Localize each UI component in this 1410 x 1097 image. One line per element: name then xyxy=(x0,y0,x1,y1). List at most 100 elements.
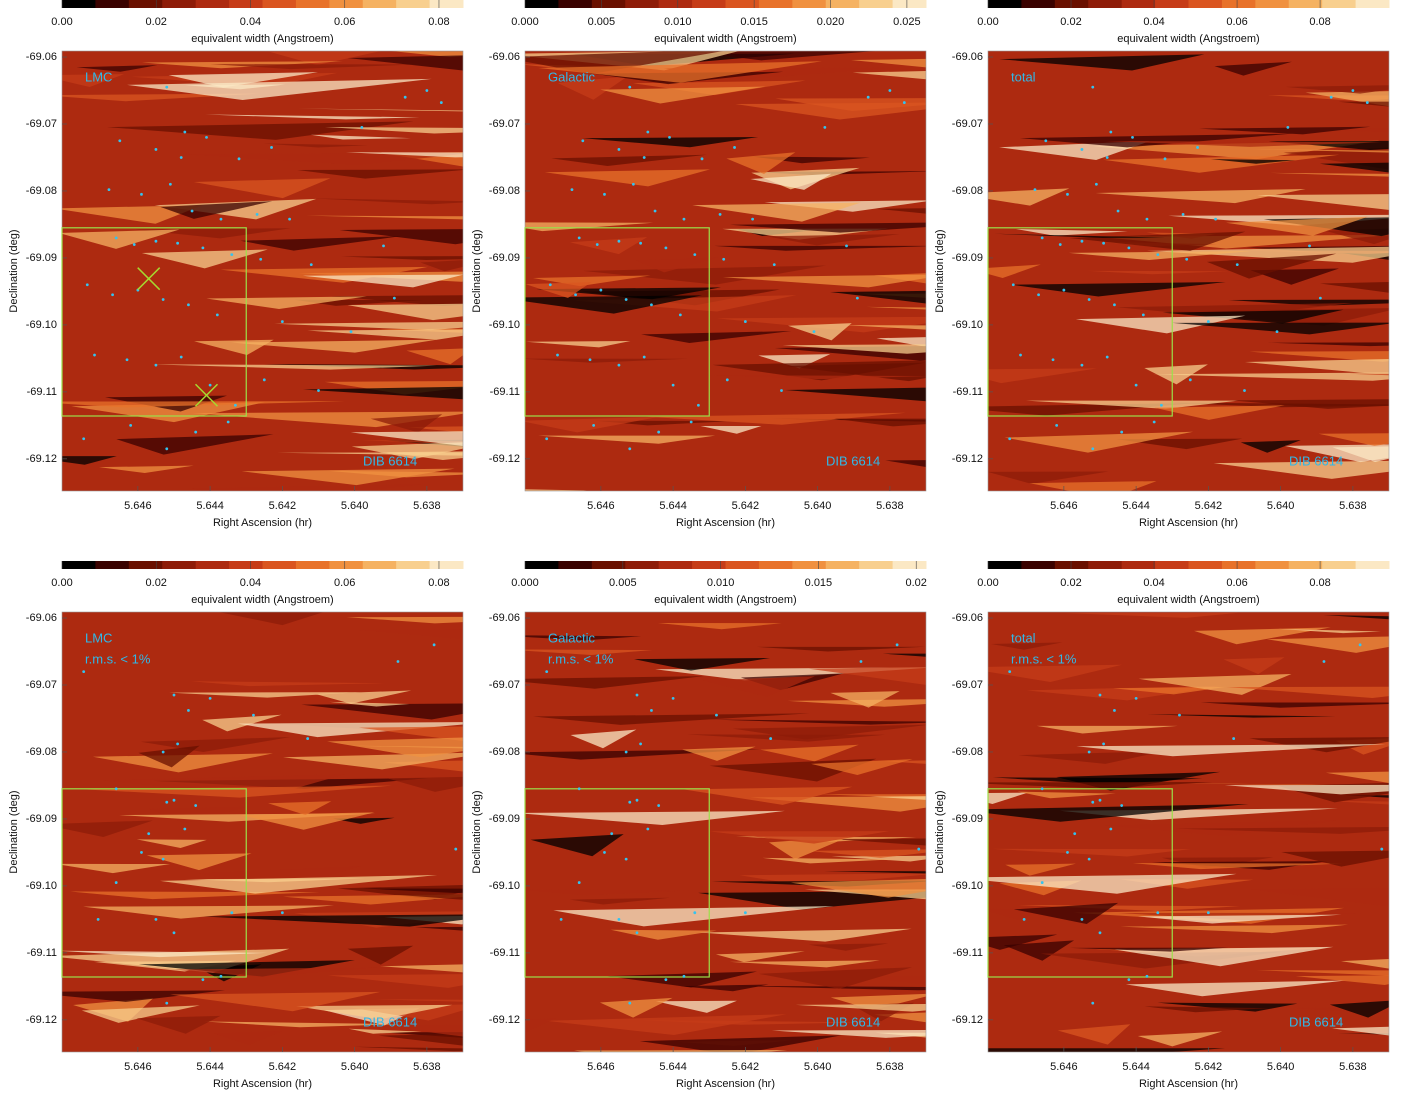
star-point xyxy=(556,353,559,357)
map-streak xyxy=(600,86,766,104)
map-streak xyxy=(420,260,463,272)
star-point xyxy=(657,804,661,807)
map-streak xyxy=(1132,863,1344,870)
map-streak xyxy=(1025,400,1239,409)
star-point xyxy=(147,832,151,836)
map-streak xyxy=(702,676,815,697)
map-streak xyxy=(691,51,876,61)
map-streak xyxy=(92,753,273,773)
colorbar-tick-label: 0.010 xyxy=(707,577,735,589)
colorbar-segment xyxy=(1088,0,1123,8)
y-tick-label: -69.11 xyxy=(490,386,520,398)
x-tick-label: 5.640 xyxy=(1267,1061,1295,1073)
star-point xyxy=(176,241,180,245)
map-streak xyxy=(599,997,673,1018)
star-point xyxy=(642,156,646,159)
x-tick-label: 5.646 xyxy=(1050,500,1078,512)
y-tick-label: -69.12 xyxy=(952,453,983,465)
map xyxy=(988,612,1389,1052)
map-streak xyxy=(354,1046,463,1052)
map-streak xyxy=(138,745,200,768)
map-streak xyxy=(301,703,463,720)
map-streak xyxy=(324,126,463,134)
star-point xyxy=(1232,737,1236,740)
star-point xyxy=(129,423,133,427)
star-point xyxy=(1087,857,1091,861)
star-point xyxy=(118,139,122,143)
map-streak xyxy=(62,950,268,958)
star-point xyxy=(172,693,176,697)
map-streak xyxy=(1341,959,1389,969)
map-streak xyxy=(1232,399,1389,409)
star-point xyxy=(132,243,136,246)
y-tick-label: -69.07 xyxy=(26,118,57,130)
colorbar-segment xyxy=(859,0,894,8)
map-streak xyxy=(715,951,805,962)
y-axis-label: Declination (deg) xyxy=(934,229,946,312)
star-point xyxy=(631,182,635,186)
map-streak xyxy=(808,849,926,858)
map-streak xyxy=(699,928,912,942)
map-streak xyxy=(214,1030,284,1045)
map-streak xyxy=(882,653,926,657)
colorbar-segment xyxy=(825,0,860,8)
map-streak xyxy=(758,967,913,989)
map-streak xyxy=(1015,228,1128,236)
star-point xyxy=(574,293,577,297)
star-point xyxy=(111,293,114,297)
y-axis-label: Declination (deg) xyxy=(8,790,20,873)
corner-label: DIB 6614 xyxy=(363,453,417,468)
map-streak xyxy=(570,729,637,749)
colorbar-segment xyxy=(591,561,626,569)
map-streak xyxy=(1320,282,1389,293)
map-streak xyxy=(203,914,463,927)
y-tick-label: -69.06 xyxy=(26,612,57,624)
map-streak xyxy=(525,810,785,826)
y-tick-label: -69.07 xyxy=(952,679,983,691)
map-streak xyxy=(538,61,822,83)
star-point xyxy=(751,217,754,221)
map-streak xyxy=(1249,351,1389,362)
y-tick-label: -69.09 xyxy=(26,813,57,825)
map-streak xyxy=(1137,1031,1223,1047)
colorbar-segment xyxy=(329,0,364,8)
x-tick-label: 5.638 xyxy=(1339,500,1367,512)
colorbar-segment xyxy=(1121,0,1156,8)
map-streak xyxy=(62,74,125,88)
star-point xyxy=(664,246,668,250)
star-point xyxy=(1080,363,1084,367)
colorbar-segment xyxy=(128,561,163,569)
map-streak xyxy=(1210,159,1296,164)
map-streak xyxy=(525,489,587,491)
star-point xyxy=(172,931,176,935)
map-streak xyxy=(870,796,926,800)
map-streak xyxy=(348,1028,422,1034)
map-streak xyxy=(808,666,926,685)
colorbar-label: equivalent width (Angstroem) xyxy=(1117,33,1259,45)
colorbar-segment xyxy=(295,0,330,8)
star-point xyxy=(255,213,259,216)
star-point xyxy=(1033,188,1037,192)
y-axis-label: Declination (deg) xyxy=(934,790,946,873)
star-point xyxy=(392,296,396,300)
map-streak xyxy=(1319,162,1389,173)
x-axis-label: Right Ascension (hr) xyxy=(1139,1078,1238,1090)
colorbar-label: equivalent width (Angstroem) xyxy=(1117,594,1259,606)
star-point xyxy=(1113,709,1116,712)
x-tick-label: 5.646 xyxy=(124,500,152,512)
colorbar-tick-label: 0.000 xyxy=(511,577,539,589)
star-point xyxy=(161,857,165,861)
map-streak xyxy=(988,873,1237,894)
map-streak xyxy=(1137,914,1342,924)
star-point xyxy=(1008,670,1012,674)
colorbar-segment xyxy=(692,0,726,8)
map-streak xyxy=(358,726,463,741)
star-point xyxy=(1066,851,1069,854)
map-streak xyxy=(1087,270,1230,275)
colorbar-segment xyxy=(429,0,464,8)
colorbar-segment xyxy=(95,561,130,569)
region-box xyxy=(987,788,1173,978)
map-streak xyxy=(1057,1024,1131,1045)
star-point xyxy=(1098,931,1102,935)
map-streak xyxy=(1095,188,1306,204)
